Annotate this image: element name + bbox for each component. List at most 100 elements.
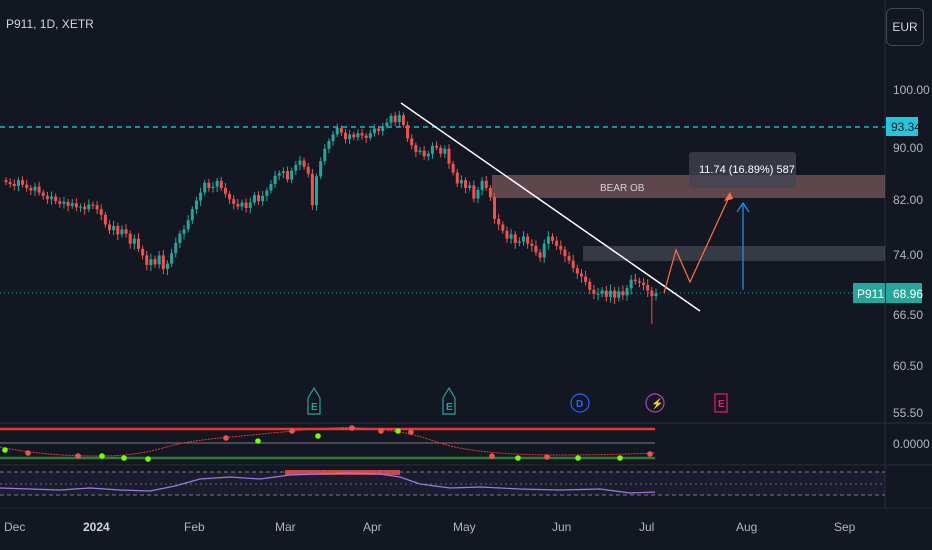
candle-body xyxy=(302,160,306,167)
indicator-pane-oscillator[interactable] xyxy=(0,425,656,462)
downtrend-line[interactable] xyxy=(400,102,701,312)
candle-body xyxy=(203,182,207,193)
price-axis[interactable]: 100.00 90.00 82.00 74.00 66.50 60.50 55.… xyxy=(893,83,930,420)
time-tick: Dec xyxy=(4,520,25,534)
signal-dot-green xyxy=(255,438,261,444)
time-tick: Sep xyxy=(834,520,856,534)
candle-body xyxy=(642,282,646,286)
candlestick-series[interactable] xyxy=(4,110,658,324)
candle-body xyxy=(588,281,592,290)
candle-body xyxy=(306,166,310,174)
signal-dot-green xyxy=(575,455,581,461)
candle-body xyxy=(613,290,617,298)
candle-body xyxy=(178,233,182,243)
signal-dot-green xyxy=(617,455,623,461)
candle-body xyxy=(555,240,559,246)
candle-body xyxy=(604,290,608,297)
candle-body xyxy=(248,202,252,208)
candle-body xyxy=(310,173,314,206)
candle-body xyxy=(637,281,641,283)
candle-body xyxy=(435,145,439,148)
candle-body xyxy=(58,201,62,204)
candle-body xyxy=(327,140,331,149)
candle-body xyxy=(455,172,459,184)
candle-body xyxy=(87,204,91,210)
bear-ob-label: BEAR OB xyxy=(600,183,645,194)
candle-body xyxy=(74,203,78,208)
candle-body xyxy=(170,253,174,264)
candle-body xyxy=(534,245,538,253)
signal-dot-green xyxy=(395,428,401,434)
candle-body xyxy=(103,214,107,225)
symbol-label: P911 xyxy=(857,287,884,301)
event-marker-earnings-upcoming[interactable]: E xyxy=(714,393,728,413)
event-marker-earnings[interactable]: E xyxy=(307,386,321,415)
bear-ob-zone[interactable] xyxy=(492,175,885,198)
candle-body xyxy=(654,293,658,297)
signal-dot-green xyxy=(121,455,127,461)
candle-body xyxy=(265,190,269,196)
price-range-label: 11.74 (16.89%) 587 xyxy=(699,164,795,176)
candle-body xyxy=(37,186,41,193)
overbought-fill xyxy=(285,470,400,475)
candle-body xyxy=(364,135,368,138)
time-axis[interactable]: Dec 2024 Feb Mar Apr May Jun Jul Aug Sep xyxy=(4,520,856,534)
candle-body xyxy=(277,173,281,176)
candle-body xyxy=(323,148,327,162)
candle-body xyxy=(393,115,397,123)
candle-body xyxy=(120,229,124,235)
currency-button[interactable]: EUR xyxy=(886,8,924,46)
candle-body xyxy=(484,180,488,188)
time-tick: Apr xyxy=(363,520,382,534)
candle-body xyxy=(83,206,87,210)
event-marker-earnings[interactable]: E xyxy=(442,386,456,415)
candle-body xyxy=(124,229,128,234)
event-marker-dividend[interactable]: D xyxy=(570,393,590,413)
candle-body xyxy=(70,203,74,206)
candle-body xyxy=(575,268,579,274)
candle-body xyxy=(377,128,381,131)
candle-body xyxy=(608,290,612,297)
candle-body xyxy=(584,276,588,282)
candle-body xyxy=(401,115,405,126)
projection-arrowhead xyxy=(724,192,733,201)
candle-body xyxy=(108,224,112,231)
candle-body xyxy=(468,185,472,188)
signal-dot-red xyxy=(75,453,81,459)
signal-dot-green xyxy=(145,456,151,462)
candle-body xyxy=(501,224,505,231)
candle-body xyxy=(157,255,161,265)
candle-body xyxy=(315,176,319,206)
time-tick: Jul xyxy=(639,520,654,534)
projection-path[interactable] xyxy=(663,194,731,294)
event-marker-split[interactable]: ⚡ xyxy=(645,393,665,413)
candle-body xyxy=(50,196,54,200)
time-tick: Feb xyxy=(184,520,205,534)
candle-body xyxy=(538,252,542,258)
resistance-zone[interactable] xyxy=(583,246,885,261)
candle-body xyxy=(4,180,8,183)
candle-body xyxy=(592,289,596,294)
price-tick: 90.00 xyxy=(893,141,923,155)
indicator-pane-rsi[interactable] xyxy=(0,470,885,496)
price-tick: 60.50 xyxy=(893,359,923,373)
rsi-line xyxy=(0,472,656,494)
candle-body xyxy=(165,263,169,269)
candle-body xyxy=(153,259,157,265)
candle-body xyxy=(451,163,455,173)
candle-body xyxy=(236,203,240,207)
candle-body xyxy=(410,138,414,146)
candle-body xyxy=(290,170,294,180)
candle-body xyxy=(12,184,16,187)
candle-body xyxy=(646,285,650,291)
candle-body xyxy=(563,249,567,257)
candle-body xyxy=(356,133,360,138)
candle-body xyxy=(559,245,563,250)
symbol-title[interactable]: P911, 1D, XETR xyxy=(6,17,94,31)
time-tick: Mar xyxy=(275,520,296,534)
candle-body xyxy=(29,187,33,191)
candle-body xyxy=(439,147,443,154)
oscillator-line xyxy=(0,427,656,457)
